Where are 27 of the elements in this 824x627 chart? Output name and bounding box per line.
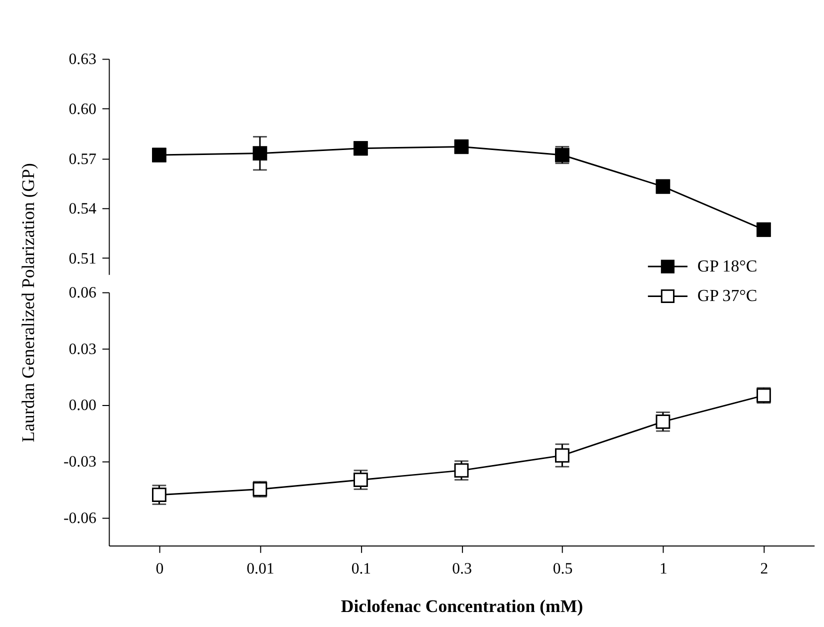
y-tick-label: -0.06: [63, 510, 97, 527]
point: [555, 448, 570, 463]
y-tick-label: 0.57: [68, 150, 97, 168]
y-axis-title: Laurdan Generalized Polarization (GP): [18, 162, 38, 442]
legend-label: GP 18°C: [697, 256, 758, 276]
point: [454, 463, 469, 478]
y-tick-label: 0.06: [68, 284, 97, 302]
y-tick-label: -0.03: [63, 454, 97, 471]
x-axis-title: Diclofenac Concentration (mM): [340, 596, 584, 616]
point: [252, 146, 268, 161]
point: [152, 488, 166, 502]
x-tick-label: 0: [156, 560, 164, 578]
y-tick-label: 0.00: [68, 397, 97, 414]
x-tick-label: 0.01: [246, 560, 274, 578]
point: [354, 472, 368, 488]
point: [656, 414, 670, 429]
y-tick-label: 0.03: [68, 340, 97, 358]
y-tick-label: 0.63: [68, 51, 97, 68]
legend-label: GP 37°C: [697, 286, 758, 306]
y-tick-label: 0.51: [68, 250, 96, 268]
y-tick-label: 0.60: [68, 101, 97, 118]
x-tick-label: 0.1: [351, 560, 372, 578]
x-tick-label: 0.3: [452, 560, 472, 578]
x-tick-label: 0.5: [552, 560, 573, 578]
x-tick-label: 1: [660, 560, 668, 578]
x-tick-label: 2: [760, 560, 768, 578]
y-tick-label: 0.54: [68, 200, 97, 218]
